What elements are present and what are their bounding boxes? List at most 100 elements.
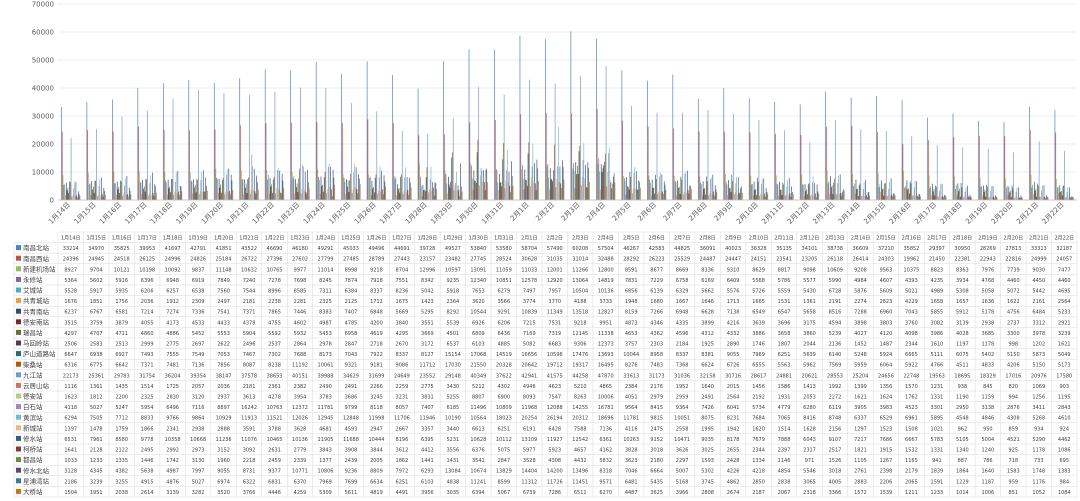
bar bbox=[532, 143, 534, 200]
legend-label: 九江站 bbox=[23, 370, 43, 379]
bar bbox=[116, 195, 117, 200]
table-cell: 2272 bbox=[829, 395, 842, 401]
table-cell: 7698 bbox=[294, 278, 307, 284]
table-cell: 3954 bbox=[294, 395, 307, 401]
table-cell: 7288 bbox=[854, 310, 867, 316]
bar bbox=[87, 130, 89, 200]
table-cell: 6191 bbox=[523, 426, 536, 432]
bar bbox=[1042, 185, 1043, 200]
bar bbox=[472, 189, 474, 200]
table-cell: 2775 bbox=[166, 342, 179, 348]
bar bbox=[369, 176, 371, 200]
table-cell: 2737 bbox=[1007, 320, 1020, 326]
bar bbox=[677, 180, 678, 200]
table-cell: 5430 bbox=[803, 289, 816, 295]
table-cell: 4755 bbox=[268, 320, 281, 326]
bar bbox=[815, 197, 817, 200]
table-cell: 934 bbox=[1034, 426, 1044, 432]
bar bbox=[776, 183, 778, 200]
table-cell: 13693 bbox=[598, 352, 614, 358]
table-cell: 786 bbox=[983, 458, 993, 464]
bar bbox=[970, 196, 972, 200]
bar bbox=[190, 172, 191, 200]
table-cell: 5402 bbox=[981, 352, 994, 358]
table-cell: 8580 bbox=[115, 437, 128, 443]
bar bbox=[522, 179, 524, 200]
bar bbox=[635, 188, 636, 200]
table-cell: 1931 bbox=[778, 395, 791, 401]
table-cell: 9837 bbox=[192, 267, 205, 273]
table-cell: 3770 bbox=[548, 299, 561, 305]
bar bbox=[557, 166, 558, 200]
table-cell: 5990 bbox=[829, 278, 842, 284]
table-cell: 8087 bbox=[243, 363, 256, 369]
table-cell: 7544 bbox=[243, 289, 256, 295]
bar bbox=[375, 174, 377, 200]
bar bbox=[308, 188, 310, 200]
bar bbox=[550, 178, 552, 200]
table-cell: 9236 bbox=[345, 469, 358, 475]
table-cell: 2281 bbox=[294, 299, 307, 305]
bar bbox=[418, 135, 420, 200]
table-cell: 2883 bbox=[854, 479, 867, 485]
table-cell: 2065 bbox=[905, 479, 918, 485]
bar bbox=[359, 184, 361, 200]
table-cell: 4607 bbox=[880, 278, 893, 284]
table-cell: 24487 bbox=[700, 257, 716, 263]
bar bbox=[780, 189, 782, 200]
table-cell: 1361 bbox=[90, 384, 103, 390]
bar bbox=[303, 166, 304, 200]
bar bbox=[934, 195, 936, 200]
table-cell: 12372 bbox=[292, 405, 308, 411]
bar bbox=[434, 182, 436, 200]
table-cell: 32158 bbox=[700, 373, 716, 379]
table-cell: 941 bbox=[932, 458, 942, 464]
table-cell: 4987 bbox=[319, 320, 332, 326]
bar bbox=[963, 196, 965, 200]
table-cell: 1658 bbox=[931, 299, 944, 305]
bar bbox=[570, 31, 572, 201]
table-cell: 3686 bbox=[345, 395, 358, 401]
table-cell: 5563 bbox=[778, 363, 791, 369]
bar bbox=[596, 109, 598, 200]
bar bbox=[942, 196, 944, 200]
table-cell: 34629 bbox=[343, 373, 359, 379]
bar bbox=[501, 186, 503, 200]
bar bbox=[125, 195, 127, 200]
bar bbox=[929, 188, 931, 200]
table-cell: 2718 bbox=[370, 342, 383, 348]
bar bbox=[141, 194, 143, 200]
bar bbox=[507, 149, 508, 200]
table-cell: 1624 bbox=[880, 395, 893, 401]
bar bbox=[813, 195, 815, 200]
legend-swatch bbox=[16, 393, 21, 399]
bar bbox=[788, 195, 789, 200]
table-cell: 6041 bbox=[727, 405, 740, 411]
table-cell: 6549 bbox=[752, 310, 765, 316]
table-cell: 3803 bbox=[880, 320, 893, 326]
bar bbox=[528, 142, 530, 200]
table-cell: 6169 bbox=[701, 278, 714, 284]
table-cell: 695 bbox=[1059, 458, 1069, 464]
table-cell: 19317 bbox=[572, 363, 588, 369]
table-cell: 8958 bbox=[650, 352, 663, 358]
bar bbox=[79, 195, 81, 200]
bar bbox=[65, 195, 66, 200]
bar bbox=[812, 176, 814, 200]
table-cell: 9778 bbox=[141, 437, 154, 443]
table-cell: 2192 bbox=[752, 395, 765, 401]
bar bbox=[789, 193, 791, 200]
bar bbox=[164, 171, 166, 200]
table-cell: 4596 bbox=[676, 331, 689, 337]
bar bbox=[614, 182, 616, 200]
table-cell: 2876 bbox=[1007, 405, 1020, 411]
table-cell: 2036 bbox=[141, 299, 154, 305]
table-cell: 3092 bbox=[243, 448, 256, 454]
bar bbox=[996, 197, 998, 200]
bar bbox=[665, 189, 667, 200]
bar bbox=[663, 181, 665, 200]
table-cell: 5669 bbox=[396, 310, 409, 316]
table-cell: 5855 bbox=[931, 310, 944, 316]
bar bbox=[179, 186, 181, 200]
table-cell: 1006 bbox=[981, 490, 994, 496]
